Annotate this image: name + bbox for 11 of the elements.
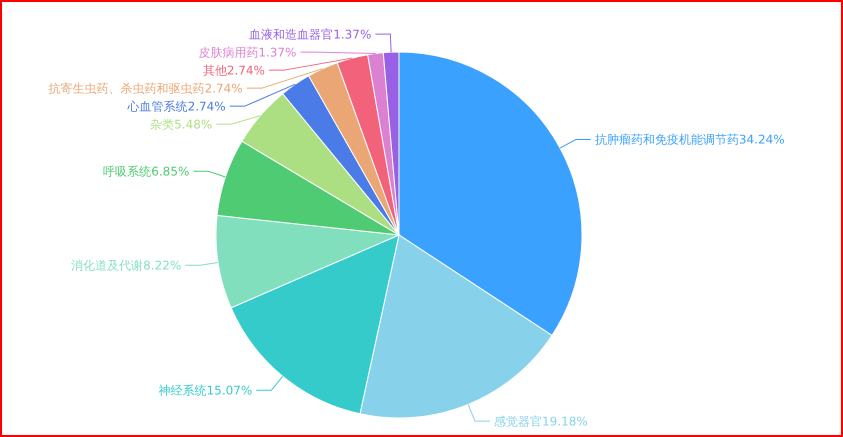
- slice-label: 皮肤病用药1.37%: [198, 45, 296, 60]
- slice-label: 杂类5.48%: [150, 117, 212, 132]
- slice-label: 血液和造血器官1.37%: [249, 27, 372, 42]
- slice-label: 其他2.74%: [202, 63, 265, 78]
- slice-label: 消化道及代谢8.22%: [71, 258, 182, 272]
- slice-label: 心血管系统2.74%: [126, 99, 226, 114]
- slice-label: 感觉器官19.18%: [494, 414, 588, 428]
- slice-label: 抗肿瘤药和免疫机能调节药34.24%: [594, 132, 785, 147]
- slice-label: 神经系统15.07%: [158, 383, 252, 398]
- slice-label: 呼吸系统6.85%: [103, 164, 190, 178]
- slice-label: 抗寄生虫药、杀虫药和驱虫药2.74%: [48, 81, 243, 96]
